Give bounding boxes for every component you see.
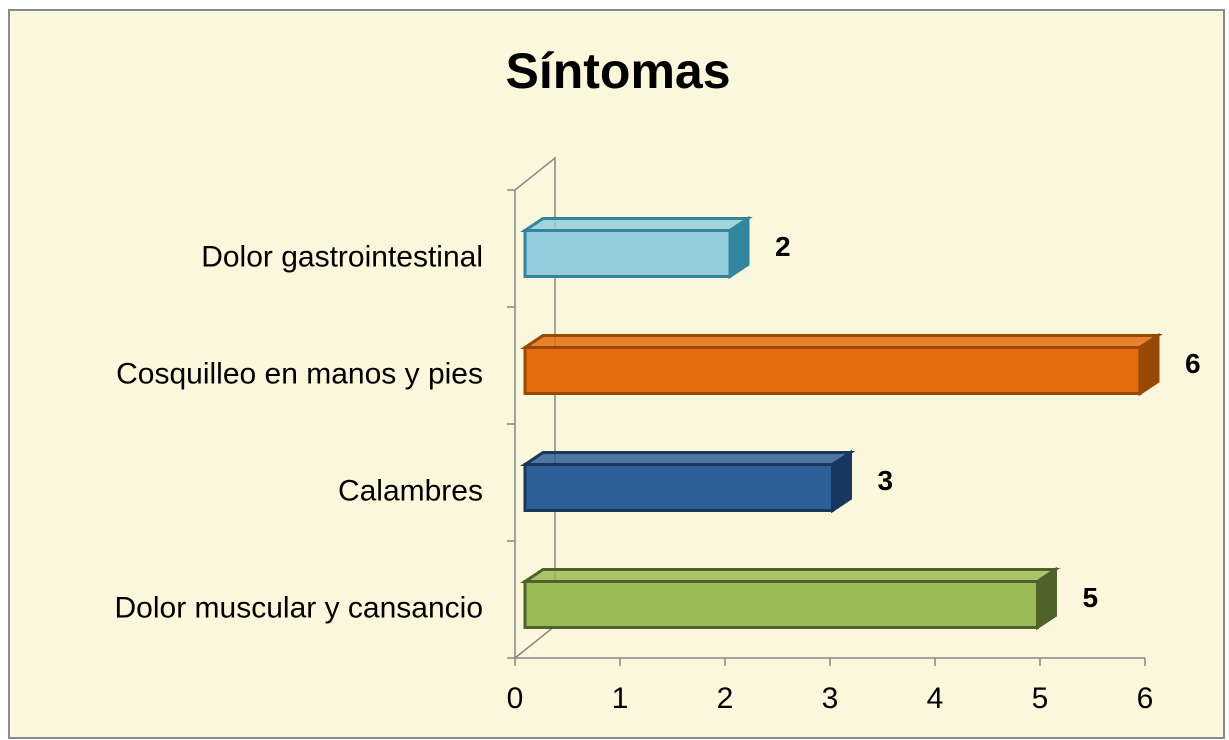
y-tick-label: Calambres: [338, 474, 483, 507]
bar: [520, 449, 856, 514]
y-tick-label: Dolor gastrointestinal: [201, 240, 483, 273]
bar: [520, 332, 1163, 397]
data-label: 5: [1083, 582, 1099, 613]
bar-face: [1036, 566, 1057, 631]
data-label: 2: [775, 231, 791, 262]
bar-face: [520, 334, 1163, 349]
x-tick-label: 1: [612, 682, 629, 715]
bar-face: [523, 580, 1039, 629]
bar: [520, 566, 1061, 631]
data-label: 3: [878, 465, 894, 496]
axis-wall: [514, 156, 556, 659]
bar-face: [520, 568, 1061, 583]
bar-face: [523, 346, 1142, 395]
bar: [520, 215, 753, 280]
y-tick-label: Cosquilleo en manos y pies: [116, 357, 483, 390]
bar-face: [520, 217, 753, 232]
x-tick-label: 5: [1032, 682, 1049, 715]
data-label: 6: [1185, 348, 1201, 379]
bar-face: [1138, 332, 1160, 397]
bar-face: [520, 451, 856, 466]
x-tick-label: 2: [717, 682, 734, 715]
bar-face: [523, 463, 834, 512]
chart-title: Síntomas: [505, 43, 730, 99]
x-tick-label: 6: [1137, 682, 1154, 715]
x-tick-label: 4: [927, 682, 944, 715]
x-tick-label: 0: [507, 682, 524, 715]
bar-face: [831, 449, 852, 514]
x-tick-label: 3: [822, 682, 839, 715]
bar-face: [523, 229, 732, 278]
bar-face: [728, 215, 750, 280]
y-tick-label: Dolor muscular y cansancio: [115, 591, 483, 624]
